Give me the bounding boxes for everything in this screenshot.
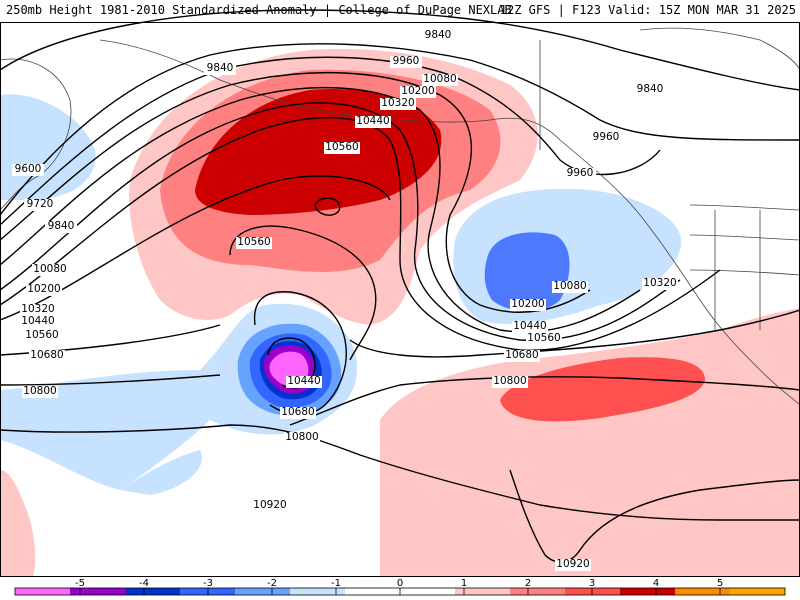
colorbar-tick-label: -4 xyxy=(139,578,149,589)
colorbar-swatch xyxy=(400,588,456,595)
contour-label: 10320 xyxy=(381,97,414,109)
contour-label: 10320 xyxy=(21,303,54,315)
contour-label: 10800 xyxy=(493,375,526,387)
contour-label: 10320 xyxy=(643,277,676,289)
negative-anomaly-fills xyxy=(0,94,682,495)
colorbar-tick-label: -3 xyxy=(203,578,213,589)
contour-label: 10560 xyxy=(25,329,58,341)
model-valid-time: 12Z GFS | F123 Valid: 15Z MON MAR 31 202… xyxy=(499,3,796,17)
contour-label: 9960 xyxy=(567,167,594,179)
contour-label: 9840 xyxy=(48,220,75,232)
contour-label: 10560 xyxy=(237,236,270,248)
colorbar-swatch xyxy=(455,588,511,595)
contour-label: 9600 xyxy=(15,163,42,175)
colorbar-tick-label: -5 xyxy=(75,578,85,589)
contour-label: 9960 xyxy=(593,131,620,143)
contour-label: 10200 xyxy=(511,298,544,310)
colorbar-tick-label: 2 xyxy=(525,578,531,589)
contour-labels: 9840 9960 10080 10200 10320 10440 10560 … xyxy=(12,29,678,571)
contour-label: 10080 xyxy=(423,73,456,85)
contour-label: 10560 xyxy=(527,332,560,344)
colorbar-tick-label: 1 xyxy=(461,578,467,589)
contour-label: 10200 xyxy=(27,283,60,295)
colorbar-swatch xyxy=(620,588,676,595)
contour-label: 10800 xyxy=(285,431,318,443)
coastlines xyxy=(0,27,800,406)
map-title: 250mb Height 1981-2010 Standardized Anom… xyxy=(6,3,512,17)
colorbar-swatch xyxy=(510,588,566,595)
contour-label: 9840 xyxy=(207,62,234,74)
colorbar-tick-label: 3 xyxy=(589,578,595,589)
colorbar-swatch xyxy=(290,588,346,595)
colorbar-tick-label: 4 xyxy=(653,578,659,589)
contour-label: 10680 xyxy=(281,406,314,418)
colorbar-swatch xyxy=(730,588,786,595)
colorbar-tick-label: -1 xyxy=(331,578,341,589)
colorbar-tick-label: 5 xyxy=(717,578,723,589)
contour-label: 10200 xyxy=(401,85,434,97)
contour-label: 10800 xyxy=(23,385,56,397)
contour-label: 10680 xyxy=(30,349,63,361)
contour-label: 9720 xyxy=(27,198,54,210)
contour-label: 10440 xyxy=(356,115,389,127)
colorbar-swatch xyxy=(70,588,126,595)
contour-label: 9960 xyxy=(393,55,420,67)
colorbar-swatch xyxy=(565,588,621,595)
colorbar-swatch xyxy=(125,588,181,595)
contour-label: 10920 xyxy=(556,558,589,570)
positive-anomaly-fills xyxy=(0,49,800,600)
colorbar-tick-label: 0 xyxy=(397,578,403,589)
colorbar-swatch xyxy=(345,588,401,595)
colorbar-swatch xyxy=(235,588,291,595)
contour-label: 9840 xyxy=(425,29,452,41)
contour-label: 10440 xyxy=(513,320,546,332)
colorbar: -5 -4 -3 -2 -1 0 1 2 3 4 5 xyxy=(14,578,786,596)
colorbar-tick-label: -2 xyxy=(267,578,277,589)
colorbar-swatch xyxy=(15,588,71,595)
contour-label: 10440 xyxy=(21,315,54,327)
contour-label: 10920 xyxy=(253,499,286,511)
contour-label: 10680 xyxy=(505,349,538,361)
colorbar-swatch xyxy=(675,588,731,595)
contour-label: 10080 xyxy=(33,263,66,275)
contour-label: 10440 xyxy=(287,375,320,387)
contour-label: 9840 xyxy=(637,83,664,95)
contour-label: 10560 xyxy=(325,141,358,153)
contour-label: 10080 xyxy=(553,280,586,292)
